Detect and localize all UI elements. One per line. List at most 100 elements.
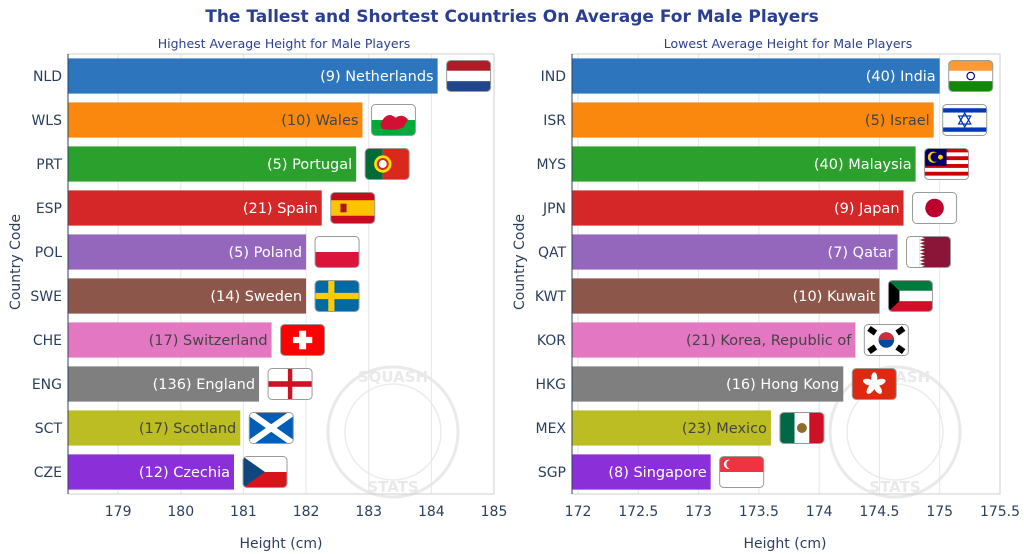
malaysia-flag-icon — [924, 148, 970, 180]
qatar-flag-icon — [906, 236, 952, 268]
chart-panel-highest: Highest Average Height for Male Players 1… — [30, 36, 507, 520]
watermark-left: SQUASH STATS — [326, 365, 460, 499]
x-tick-label: 181 — [230, 504, 257, 520]
x-tick-label: 175 — [926, 504, 953, 520]
bar-wls — [68, 102, 363, 138]
y-tick-label: ESP — [36, 201, 62, 217]
bar-hkg — [572, 366, 844, 402]
y-tick-label: HKG — [535, 377, 566, 393]
y-tick-label: ENG — [32, 377, 62, 393]
india-flag-icon — [948, 60, 994, 92]
bar-label: (12) Czechia — [139, 465, 230, 481]
watermark-bottom-text: STATS — [367, 478, 418, 496]
england-flag-icon — [267, 368, 313, 400]
mexico-flag-icon — [779, 412, 825, 444]
netherlands-flag-icon — [446, 60, 492, 92]
switzerland-flag-icon — [280, 324, 326, 356]
y-tick-label: PRT — [36, 157, 62, 173]
bar-eng — [68, 366, 260, 402]
bar-label: (40) India — [866, 69, 936, 85]
bar-label: (17) Scotland — [139, 421, 236, 437]
bar-label: (136) England — [153, 377, 255, 393]
y-tick-label: JPN — [542, 201, 566, 217]
x-axis-title-left: Height (cm) — [240, 536, 323, 552]
poland-flag-icon — [314, 236, 360, 268]
bar-nld — [68, 58, 438, 94]
japan-flag-icon — [912, 192, 958, 224]
x-tick-label: 174 — [806, 504, 833, 520]
bar-label: (14) Sweden — [210, 289, 302, 305]
bar-label: (17) Switzerland — [149, 333, 268, 349]
y-tick-label: QAT — [538, 245, 567, 261]
bar-label: (10) Wales — [281, 113, 358, 129]
bar-label: (21) Spain — [243, 201, 318, 217]
y-tick-label: KOR — [537, 333, 566, 349]
bar-isr — [572, 102, 934, 138]
y-tick-label: KWT — [535, 289, 567, 305]
bar-label: (21) Korea, Republic of — [686, 333, 852, 349]
bar-label: (5) Israel — [865, 113, 930, 129]
x-tick-label: 172 — [565, 504, 592, 520]
watermark-bottom-text: STATS — [869, 478, 920, 496]
y-tick-label: ISR — [543, 113, 566, 129]
bar-sct — [68, 410, 241, 446]
bar-swe — [68, 278, 307, 314]
y-tick-label: SCT — [35, 421, 63, 437]
bar-label: (5) Poland — [228, 245, 302, 261]
bar-sgp — [572, 454, 711, 490]
scotland-flag-icon — [248, 412, 294, 444]
x-axis-title-right: Height (cm) — [744, 536, 827, 552]
bar-label: (16) Hong Kong — [726, 377, 839, 393]
bar-label: (7) Qatar — [828, 245, 894, 261]
bar-label: (10) Kuwait — [793, 289, 876, 305]
bar-qat — [572, 234, 898, 270]
x-tick-label: 184 — [418, 504, 445, 520]
y-tick-label: MEX — [535, 421, 566, 437]
chart-title: The Tallest and Shortest Countries On Av… — [205, 7, 819, 27]
x-tick-label: 182 — [293, 504, 320, 520]
spain-flag-icon — [330, 192, 376, 224]
singapore-flag-icon — [719, 456, 765, 488]
x-tick-label: 173 — [685, 504, 712, 520]
y-tick-label: WLS — [31, 113, 62, 129]
y-tick-label: CZE — [34, 465, 62, 481]
y-tick-label: IND — [541, 69, 566, 85]
bar-kor — [572, 322, 856, 358]
y-axis-title-right: Country Code — [512, 214, 528, 310]
subplot-title: Lowest Average Height for Male Players — [664, 36, 912, 51]
bar-che — [68, 322, 272, 358]
south-korea-flag-icon — [863, 324, 909, 356]
y-tick-label: MYS — [536, 157, 566, 173]
bar-pol — [68, 234, 307, 270]
bar-label: (40) Malaysia — [814, 157, 912, 173]
israel-flag-icon — [942, 104, 988, 136]
bar-kwt — [572, 278, 880, 314]
czechia-flag-icon — [242, 456, 288, 488]
wales-flag-icon — [370, 104, 416, 136]
x-tick-label: 173.5 — [739, 504, 779, 520]
x-tick-label: 175.5 — [980, 504, 1020, 520]
bar-mex — [572, 410, 771, 446]
x-tick-label: 172.5 — [618, 504, 658, 520]
chart-panel-lowest: Lowest Average Height for Male Players 17… — [535, 36, 1020, 520]
bar-jpn — [572, 190, 904, 226]
x-tick-label: 179 — [105, 504, 132, 520]
bar-label: (9) Japan — [834, 201, 900, 217]
bar-cze — [68, 454, 235, 490]
y-axis-title-left: Country Code — [8, 214, 24, 310]
bar-label: (9) Netherlands — [320, 69, 434, 85]
bar-prt — [68, 146, 357, 182]
watermark-top-text: SQUASH — [358, 368, 428, 386]
y-tick-label: SGP — [538, 465, 566, 481]
sweden-flag-icon — [314, 280, 360, 312]
bar-mys — [572, 146, 916, 182]
y-tick-label: CHE — [33, 333, 62, 349]
x-tick-label: 185 — [481, 504, 508, 520]
portugal-flag-icon — [364, 148, 410, 180]
bar-label: (23) Mexico — [682, 421, 767, 437]
hong-kong-flag-icon — [851, 368, 897, 400]
y-tick-label: NLD — [33, 69, 62, 85]
bar-ind — [572, 58, 940, 94]
x-tick-label: 174.5 — [859, 504, 899, 520]
